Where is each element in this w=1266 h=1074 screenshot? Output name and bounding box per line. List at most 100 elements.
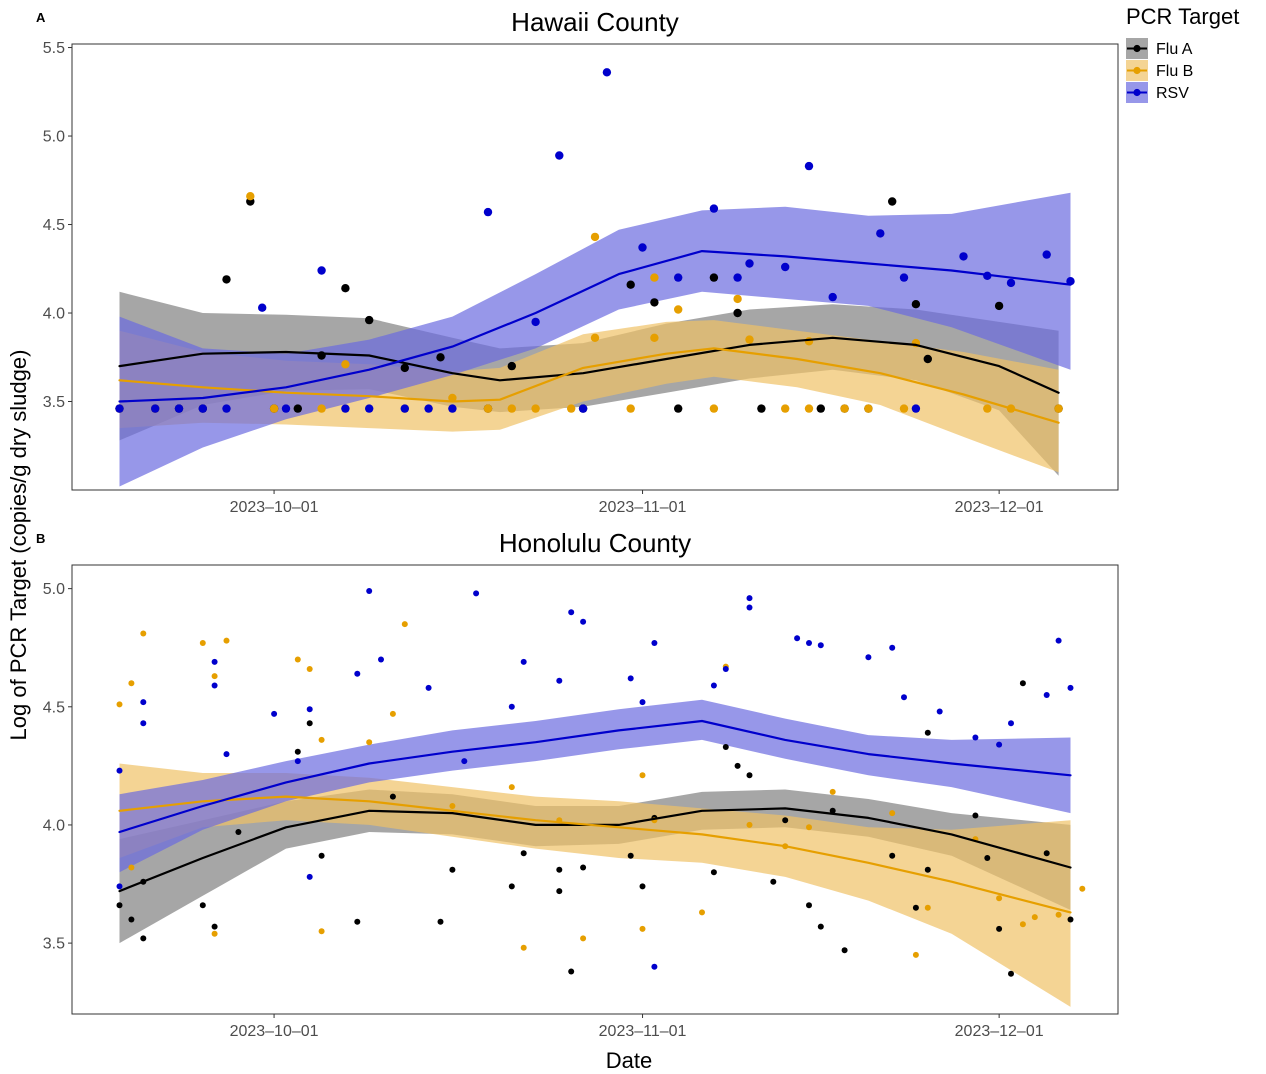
point-flu-b xyxy=(389,710,396,717)
point-flu-a xyxy=(235,829,242,835)
point-rsv xyxy=(1006,278,1016,288)
legend-key-point xyxy=(1133,88,1141,97)
point-rsv xyxy=(972,734,979,741)
point-rsv xyxy=(365,404,374,413)
fit-lines-b xyxy=(118,719,1072,914)
point-flu-b xyxy=(829,788,836,795)
point-rsv xyxy=(578,404,588,413)
panel-a: A Hawaii County 3.5 4.0 4.5 5.0 5.5 2023–10–0… xyxy=(36,7,1119,516)
point-flu-b xyxy=(674,305,683,314)
legend-item-flu-a: Flu A xyxy=(1126,38,1193,59)
x-axis-label: Date xyxy=(606,1048,652,1073)
point-rsv xyxy=(258,303,267,312)
point-flu-a xyxy=(722,744,729,750)
point-flu-b xyxy=(567,404,576,413)
point-flu-b xyxy=(996,895,1003,902)
point-flu-b xyxy=(507,404,516,413)
fit-line-flu-b xyxy=(118,795,1072,914)
ci-band-flu-b xyxy=(119,320,1059,473)
panel-title-a: Hawaii County xyxy=(511,7,679,37)
point-rsv xyxy=(828,292,837,302)
point-flu-b xyxy=(531,404,540,413)
point-flu-a xyxy=(580,864,587,871)
points-a xyxy=(115,68,1075,413)
point-flu-b xyxy=(924,904,931,911)
point-flu-a xyxy=(1008,970,1014,977)
point-rsv xyxy=(508,703,515,710)
point-rsv xyxy=(116,883,123,890)
point-rsv xyxy=(140,699,147,706)
x-axis-b: 2023–10–01 2023–11–01 2023–12–01 xyxy=(230,1014,1044,1040)
point-flu-b xyxy=(294,656,301,663)
point-flu-a xyxy=(923,354,932,364)
y-tick-label: 4.5 xyxy=(43,217,65,234)
y-axis-b: 3.5 4.0 4.5 5.0 xyxy=(43,581,72,953)
point-rsv xyxy=(733,273,742,282)
point-rsv xyxy=(222,404,231,413)
point-flu-a xyxy=(437,918,444,925)
point-rsv xyxy=(568,609,575,616)
point-rsv xyxy=(174,404,184,413)
y-axis-a: 3.5 4.0 4.5 5.0 5.5 xyxy=(43,40,72,411)
point-rsv xyxy=(710,682,717,689)
x-tick-label: 2023–10–01 xyxy=(230,1023,319,1040)
point-rsv xyxy=(674,273,683,282)
panel-b: B Honolulu County 3.5 4.0 4.5 5.0 2023–10–01… xyxy=(36,528,1119,1040)
panel-tag-a: A xyxy=(36,10,46,25)
point-rsv xyxy=(746,595,753,602)
fit-line-flu-b xyxy=(118,347,1060,424)
point-flu-a xyxy=(924,866,931,873)
fit-line-flu-a xyxy=(118,336,1060,394)
ci-bands-b xyxy=(119,699,1071,1007)
point-flu-b xyxy=(366,739,373,746)
point-rsv xyxy=(424,404,433,413)
point-rsv xyxy=(223,751,230,758)
point-flu-a xyxy=(841,947,848,954)
point-rsv xyxy=(294,758,301,765)
ci-band-rsv xyxy=(119,699,1071,873)
point-rsv xyxy=(281,404,291,413)
y-tick-label: 4.0 xyxy=(43,817,65,834)
point-rsv xyxy=(425,684,432,691)
ci-band-rsv xyxy=(119,192,1071,487)
point-rsv xyxy=(602,68,612,77)
point-flu-a xyxy=(924,729,931,736)
point-flu-b xyxy=(140,630,147,637)
x-axis-a: 2023–10–01 2023–11–01 2023–12–01 xyxy=(230,490,1044,516)
point-flu-a xyxy=(199,902,206,909)
point-rsv xyxy=(722,666,729,672)
point-rsv xyxy=(556,677,563,684)
point-flu-b xyxy=(269,404,279,413)
point-rsv xyxy=(473,590,480,597)
point-rsv xyxy=(936,708,943,715)
y-tick-label: 5.0 xyxy=(43,581,65,598)
point-flu-b xyxy=(889,810,896,817)
points-b xyxy=(116,588,1086,977)
point-flu-a xyxy=(365,315,374,325)
point-flu-b xyxy=(580,935,587,942)
point-flu-a xyxy=(568,968,575,975)
point-rsv xyxy=(140,720,147,727)
point-rsv xyxy=(901,694,907,701)
point-flu-a xyxy=(556,888,563,895)
point-flu-a xyxy=(709,273,719,282)
point-flu-b xyxy=(745,335,754,344)
point-flu-b xyxy=(983,404,992,413)
panel-border-a xyxy=(71,43,1119,491)
point-flu-a xyxy=(806,902,812,909)
point-flu-a xyxy=(994,301,1004,311)
legend-label: RSV xyxy=(1156,85,1189,102)
point-flu-a xyxy=(128,916,135,923)
point-rsv xyxy=(483,207,493,217)
point-flu-a xyxy=(911,300,921,309)
point-rsv xyxy=(555,151,564,160)
x-tick-label: 2023–12–01 xyxy=(955,1023,1044,1040)
point-rsv xyxy=(1042,250,1051,259)
point-flu-b xyxy=(746,821,753,828)
point-rsv xyxy=(580,618,587,625)
point-flu-a xyxy=(889,852,896,859)
point-flu-b xyxy=(508,784,515,791)
point-rsv xyxy=(271,710,278,717)
point-flu-b xyxy=(804,404,814,413)
point-flu-a xyxy=(674,404,683,413)
